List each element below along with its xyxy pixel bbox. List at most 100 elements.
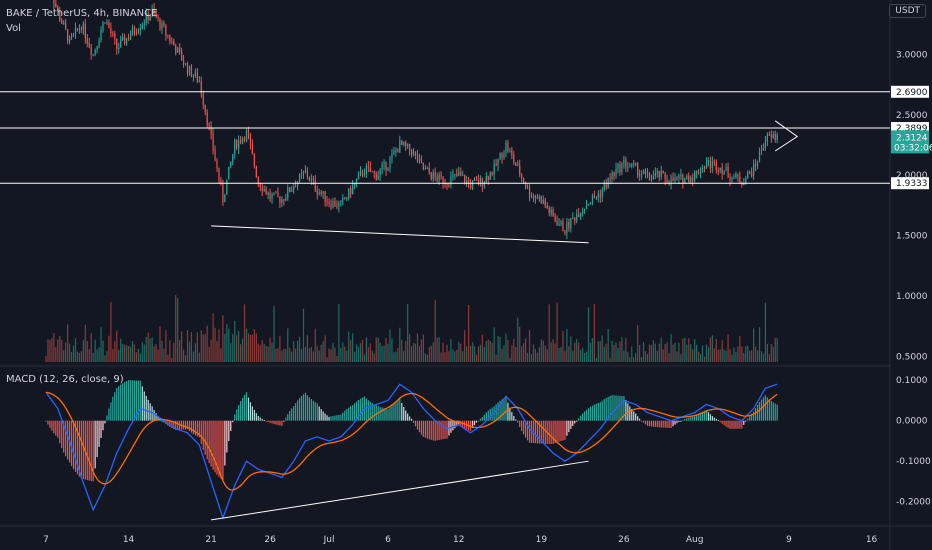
macd-trendline[interactable] bbox=[211, 460, 589, 521]
macd-histogram-bar bbox=[599, 402, 601, 421]
candle-body bbox=[426, 168, 428, 170]
volume-bar bbox=[538, 347, 540, 362]
macd-histogram-bar bbox=[739, 420, 741, 429]
macd-histogram-bar bbox=[741, 420, 743, 429]
volume-bar bbox=[300, 349, 303, 362]
volume-bar bbox=[454, 351, 456, 362]
macd-histogram-bar bbox=[444, 420, 446, 439]
candle-body bbox=[387, 167, 389, 171]
macd-histogram-bar bbox=[703, 410, 706, 421]
candle-body bbox=[255, 166, 257, 177]
macd-histogram-bar bbox=[580, 415, 582, 421]
candle-body bbox=[383, 161, 385, 165]
candle-body bbox=[98, 40, 100, 46]
volume-bar bbox=[393, 352, 395, 362]
candle-body bbox=[346, 197, 348, 200]
candle-body bbox=[116, 38, 118, 49]
volume-bar bbox=[336, 355, 338, 362]
time-tick-label: 14 bbox=[123, 535, 135, 545]
volume-bar bbox=[108, 335, 110, 362]
macd-axis: 0.1000 0.0000 -0.1000 -0.2000 bbox=[896, 376, 931, 508]
volume-bar bbox=[177, 297, 179, 362]
macd-tick-label: 0.1000 bbox=[896, 376, 928, 386]
volume-bar bbox=[483, 347, 485, 362]
candle-body bbox=[308, 177, 311, 181]
macd-histogram-bar bbox=[737, 420, 739, 429]
macd-histogram-bar bbox=[344, 410, 346, 421]
macd-histogram-bar bbox=[570, 420, 572, 429]
volume-bar bbox=[289, 347, 291, 362]
candle-body bbox=[393, 151, 395, 154]
candle-body bbox=[672, 178, 674, 182]
triangle-pattern[interactable] bbox=[774, 120, 799, 152]
macd-histogram-bar bbox=[452, 420, 454, 431]
macd-histogram-bar bbox=[542, 420, 544, 444]
candle-body bbox=[102, 22, 104, 31]
candle-body bbox=[135, 32, 138, 34]
candle-body bbox=[175, 45, 177, 53]
volume-bar bbox=[409, 334, 411, 362]
candle-body bbox=[141, 24, 143, 29]
macd-histogram-bar bbox=[90, 420, 92, 482]
candle-body bbox=[428, 168, 430, 174]
candle-body bbox=[452, 175, 454, 177]
volume-bar bbox=[764, 302, 767, 362]
volume-bar bbox=[365, 337, 368, 362]
volume-bar bbox=[247, 333, 250, 362]
support-trendline[interactable] bbox=[211, 225, 589, 244]
time-axis[interactable]: 7 14 21 26 Jul 6 12 19 26 Aug 9 16 bbox=[43, 535, 877, 545]
trendlines[interactable] bbox=[211, 120, 799, 244]
macd-histogram-bar bbox=[513, 415, 515, 421]
volume-bar bbox=[149, 338, 151, 362]
volume-bar bbox=[524, 338, 527, 362]
level-price-tag bbox=[891, 85, 929, 98]
macd-histogram-bar bbox=[582, 413, 584, 421]
macd-label: MACD (12, 26, close, 9) bbox=[6, 374, 124, 385]
candle-body bbox=[585, 205, 588, 209]
macd-histogram-bar bbox=[774, 403, 776, 421]
macd-histogram-bar bbox=[257, 415, 259, 421]
macd-histogram-bar bbox=[385, 408, 387, 421]
volume-bar bbox=[169, 340, 171, 362]
volume-bar bbox=[686, 344, 688, 362]
macd-histogram-bar bbox=[644, 420, 647, 425]
macd-histogram-bar bbox=[265, 420, 267, 422]
candle-body bbox=[762, 147, 765, 150]
price-axis[interactable]: 3.0000 2.5000 2.0000 1.5000 1.0000 0.5000 bbox=[896, 50, 928, 362]
candle-body bbox=[597, 193, 599, 198]
volume-bar bbox=[355, 344, 358, 362]
volume-bar bbox=[322, 341, 324, 362]
macd-histogram-bar bbox=[607, 396, 609, 421]
candle-body bbox=[471, 180, 474, 189]
volume-bar bbox=[466, 346, 468, 362]
volume-bar bbox=[129, 346, 132, 362]
volume-bar bbox=[296, 340, 299, 362]
volume-bar bbox=[220, 348, 222, 362]
macd-histogram-bar bbox=[479, 418, 482, 421]
macd-histogram-bar bbox=[544, 420, 546, 444]
macd-histogram-bar bbox=[629, 406, 631, 421]
macd-histogram-bar bbox=[475, 420, 478, 423]
macd-histogram-bar bbox=[397, 399, 399, 421]
volume-bar bbox=[76, 351, 79, 362]
currency-button[interactable]: USDT bbox=[889, 4, 926, 18]
volume-bar bbox=[499, 337, 501, 362]
volume-bar bbox=[743, 353, 745, 362]
candle-body bbox=[479, 177, 482, 185]
candle-body bbox=[764, 141, 767, 148]
candle-body bbox=[635, 163, 637, 165]
time-tick-label: 16 bbox=[866, 535, 878, 545]
volume-bar bbox=[312, 351, 314, 362]
macd-histogram-bar bbox=[322, 411, 324, 421]
volume-bar bbox=[295, 348, 297, 362]
volume-bar bbox=[434, 299, 436, 362]
macd-histogram-bar bbox=[434, 420, 436, 441]
volume-bar bbox=[261, 339, 263, 362]
volume-bar bbox=[114, 341, 116, 362]
horizontal-levels[interactable] bbox=[0, 91, 890, 184]
macd-histogram-bar bbox=[707, 412, 710, 421]
volume-bar bbox=[57, 339, 59, 362]
candle-body bbox=[489, 172, 491, 180]
level-price-tag-label: 1.9333 bbox=[896, 179, 928, 189]
